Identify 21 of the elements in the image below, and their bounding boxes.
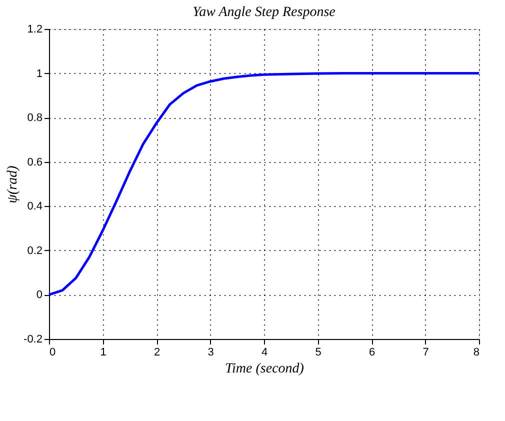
y-tick-label: 0.8 — [27, 112, 42, 124]
x-tick-label: 8 — [473, 346, 480, 358]
y-tick-label: 1.2 — [27, 24, 42, 36]
chart-title: Yaw Angle Step Response — [192, 5, 336, 20]
y-axis-title: ψ(rad) — [6, 165, 21, 204]
y-tick-label: 0.6 — [27, 156, 42, 168]
y-tick-label: 0.4 — [27, 200, 42, 213]
x-tick-label: 3 — [208, 346, 214, 358]
y-tick-label: 0.2 — [27, 244, 42, 257]
x-tick-label: 5 — [315, 346, 322, 358]
x-tick-label: 0 — [50, 346, 56, 358]
x-axis-title: Time (second) — [225, 362, 304, 376]
x-tick-label: 4 — [261, 346, 268, 358]
y-tick-label: -0.2 — [24, 334, 42, 346]
y-tick-label: 0 — [36, 289, 42, 302]
x-tick-label: 7 — [422, 346, 429, 358]
x-tick-label: 1 — [100, 346, 106, 358]
x-tick-label: 6 — [368, 346, 376, 358]
line-series — [48, 72, 480, 296]
y-tick-label: 1 — [36, 68, 42, 80]
x-tick-label: 2 — [154, 346, 160, 358]
